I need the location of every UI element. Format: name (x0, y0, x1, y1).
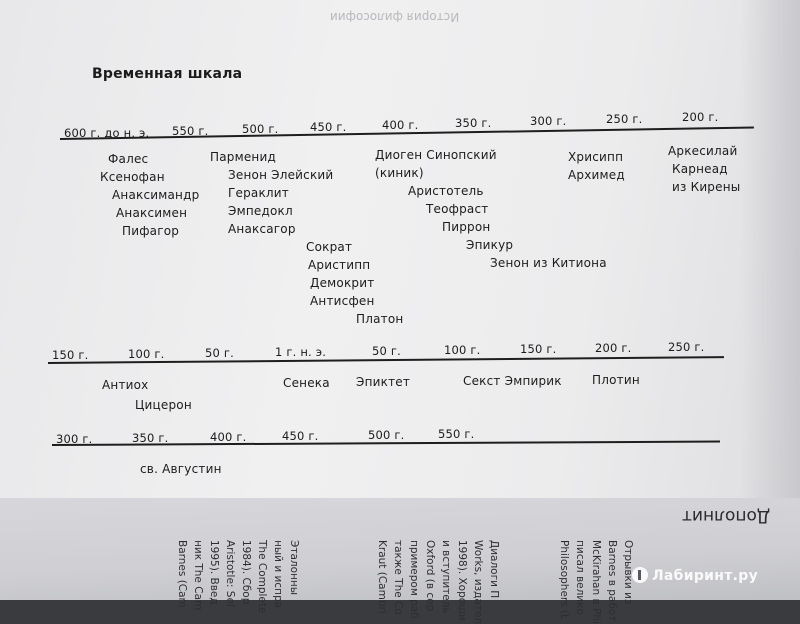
timeline2-year: 250 г. (668, 340, 705, 354)
timeline1-year: 500 г. (242, 122, 279, 136)
timeline2-name: Цицерон (135, 398, 192, 412)
timeline3-name: св. Августин (140, 462, 222, 476)
next-page-line: McKirahan в Phi (590, 540, 602, 624)
next-page-line: также The Co (392, 540, 404, 615)
timeline2-year: 100 г. (128, 347, 165, 361)
timeline1-name: Аркесилай (668, 144, 738, 158)
timeline3-year: 350 г. (132, 431, 169, 445)
timeline2-year: 1 г. н. э. (275, 345, 327, 359)
next-page-line: 1998). Хороши (456, 540, 468, 621)
timeline1-name: Архимед (568, 168, 625, 182)
timeline1-name: Карнеад (672, 162, 728, 176)
next-page-line: писал велико (574, 540, 586, 615)
timeline1-name: Аристотель (408, 184, 484, 198)
timeline1-name: Сократ (306, 240, 353, 254)
next-page-line: Barnes (Cam (176, 540, 188, 608)
timeline1-year: 400 г. (382, 118, 419, 132)
next-page-line: Диалоги П (488, 540, 500, 599)
timeline1-name: Платон (356, 312, 404, 326)
timeline3-year: 500 г. (368, 428, 405, 442)
next-page-line: Aristotle: Sel (224, 540, 236, 607)
running-head-showthrough: История философии (330, 10, 460, 24)
timeline2-name: Антиох (102, 378, 149, 392)
next-page-line: и вступитель (440, 540, 452, 614)
next-page-line: Works, издател (472, 540, 484, 624)
timeline2-year: 100 г. (444, 343, 481, 357)
timeline1-name: Пиррон (442, 220, 491, 234)
timeline2-year: 200 г. (595, 341, 632, 355)
timeline1-name: Ксенофан (100, 170, 165, 184)
timeline1-name: Анаксимандр (112, 188, 200, 202)
timeline1-name: Антисфен (310, 294, 375, 308)
timeline1-name: Эпикур (466, 238, 514, 252)
timeline1-name: Анаксагор (228, 222, 296, 236)
timeline1-year: 200 г. (682, 110, 719, 124)
timeline1-year: 250 г. (606, 112, 643, 126)
next-page-heading: Дополнит (682, 506, 771, 526)
timeline2-name: Секст Эмпирик (463, 374, 562, 388)
timeline1-name: Пифагор (122, 224, 180, 238)
timeline1-name: Демокрит (310, 276, 375, 290)
timeline2-name: Эпиктет (356, 375, 411, 389)
next-page-line: Kraut (Cambri (376, 540, 388, 614)
next-page-line: примером раб (408, 540, 420, 619)
timeline2-name: Сенека (283, 376, 330, 390)
timeline-title: Временная шкала (92, 66, 243, 82)
timeline2-year: 50 г. (205, 346, 234, 360)
timeline2-year: 150 г. (520, 342, 557, 356)
timeline1-name: Зенон из Китиона (490, 256, 607, 270)
timeline2-year: 150 г. (52, 348, 89, 362)
next-page-line: Barnes в работ (606, 540, 618, 622)
next-page-line: ный и испра (272, 540, 284, 609)
timeline1-name: Диоген Синопский (375, 148, 497, 162)
timeline1-name: Эмпедокл (228, 204, 293, 218)
timeline1-year: 550 г. (172, 124, 209, 138)
next-page-line: Philosophers (L (558, 540, 570, 620)
timeline1-name: Аристипп (308, 258, 371, 272)
timeline1-name: из Кирены (672, 180, 741, 194)
next-page-line: 1995). Введ (208, 540, 220, 605)
timeline1-name: Анаксимен (116, 206, 188, 220)
watermark: Лабиринт.ру (652, 568, 759, 584)
timeline1-year: 450 г. (310, 120, 347, 134)
timeline1-name: Фалес (108, 152, 149, 166)
next-page-line: Oxford (в сер (424, 540, 436, 612)
next-page (0, 498, 800, 600)
labirint-logo-icon (632, 567, 648, 583)
timeline1-name: Зенон Элейский (228, 168, 334, 182)
timeline1-name: Теофраст (426, 202, 489, 216)
timeline1-year: 300 г. (530, 114, 567, 128)
next-page-line: Эталонны (288, 540, 300, 596)
timeline1-year: 350 г. (455, 116, 492, 130)
timeline1-name: (киник) (375, 166, 424, 180)
timeline3-year: 300 г. (56, 432, 93, 446)
next-page-line: 1984). Сбор (240, 540, 252, 605)
next-page-line: The Complete (256, 540, 268, 614)
page-curve-shadow (740, 0, 800, 500)
timeline2-year: 50 г. (372, 344, 401, 358)
timeline3-year: 400 г. (210, 430, 247, 444)
timeline1-name: Хрисипп (568, 150, 624, 164)
timeline2-name: Плотин (592, 373, 640, 387)
timeline1-name: Парменид (210, 150, 276, 164)
timeline1-name: Гераклит (228, 186, 289, 200)
timeline3-year: 450 г. (282, 429, 319, 443)
timeline3-year: 550 г. (438, 427, 475, 441)
